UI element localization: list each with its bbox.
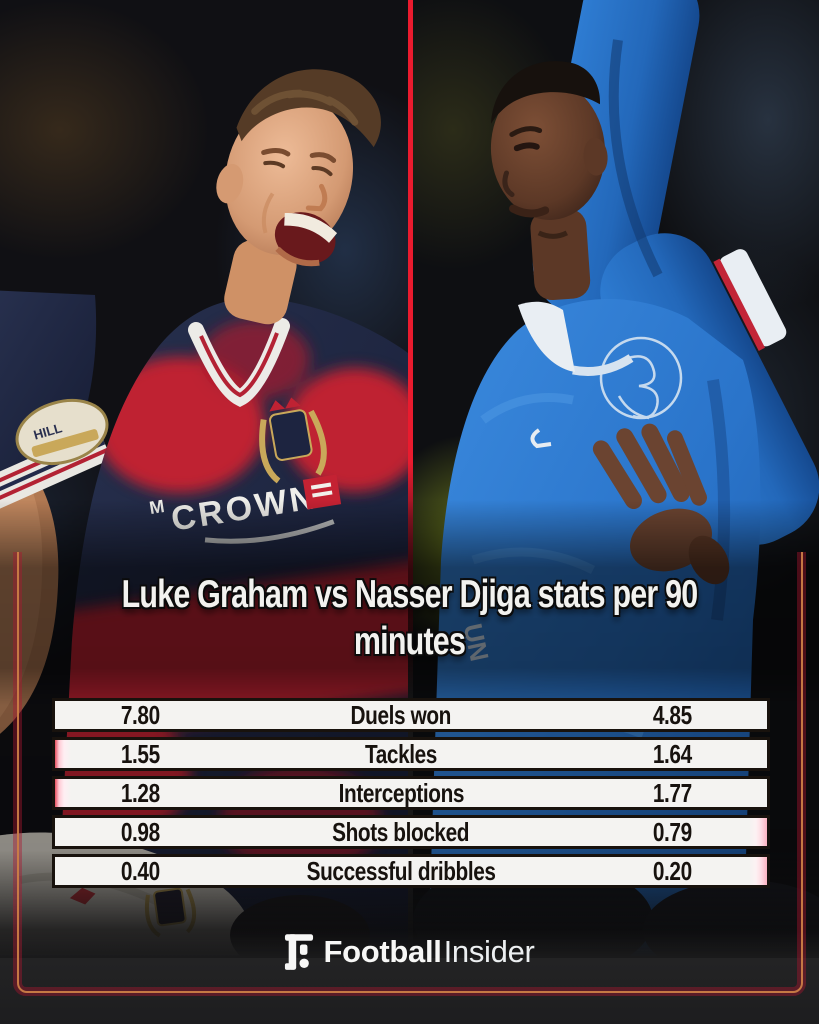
footer-brand-text: Football Insider xyxy=(323,934,534,970)
stat-label: Tackles xyxy=(364,738,437,769)
stat-value-left: 1.28 xyxy=(120,777,160,808)
stats-table: 7.80 Duels won 4.85 1.55 Tackles 1.64 1.… xyxy=(52,698,770,893)
stat-label: Successful dribbles xyxy=(306,855,496,886)
stat-row-tackles: 1.55 Tackles 1.64 xyxy=(52,737,770,771)
stat-value-left: 0.98 xyxy=(120,816,160,847)
stat-value-right: 0.20 xyxy=(652,855,692,886)
stat-row-shots-blocked: 0.98 Shots blocked 0.79 xyxy=(52,815,770,849)
stat-value-left: 0.40 xyxy=(120,855,160,886)
stat-value-left: 1.55 xyxy=(120,738,160,769)
stat-row-duels-won: 7.80 Duels won 4.85 xyxy=(52,698,770,732)
stat-row-interceptions: 1.28 Interceptions 1.77 xyxy=(52,776,770,810)
stat-value-left: 7.80 xyxy=(120,699,160,730)
brand-word-football: Football xyxy=(323,934,442,969)
page-title: Luke Graham vs Nasser Djiga stats per 90… xyxy=(0,571,819,665)
title-line-2: minutes xyxy=(353,620,466,663)
stat-value-right: 1.77 xyxy=(652,777,692,808)
brand-word-insider: Insider xyxy=(443,934,535,969)
stat-label: Interceptions xyxy=(338,777,464,808)
stat-label: Duels won xyxy=(350,699,452,730)
footer-brand: Football Insider xyxy=(0,924,819,980)
stat-value-right: 4.85 xyxy=(652,699,692,730)
stat-label: Shots blocked xyxy=(332,816,470,847)
stat-row-successful-dribbles: 0.40 Successful dribbles 0.20 xyxy=(52,854,770,888)
stat-value-right: 1.64 xyxy=(652,738,692,769)
sponsor-prefix: M xyxy=(148,496,166,518)
stat-value-right: 0.79 xyxy=(652,816,692,847)
football-insider-logo-icon xyxy=(285,934,314,970)
title-line-1: Luke Graham vs Nasser Djiga stats per 90 xyxy=(121,573,699,616)
